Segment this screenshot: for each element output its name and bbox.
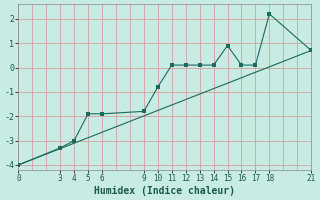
X-axis label: Humidex (Indice chaleur): Humidex (Indice chaleur) [94, 186, 235, 196]
